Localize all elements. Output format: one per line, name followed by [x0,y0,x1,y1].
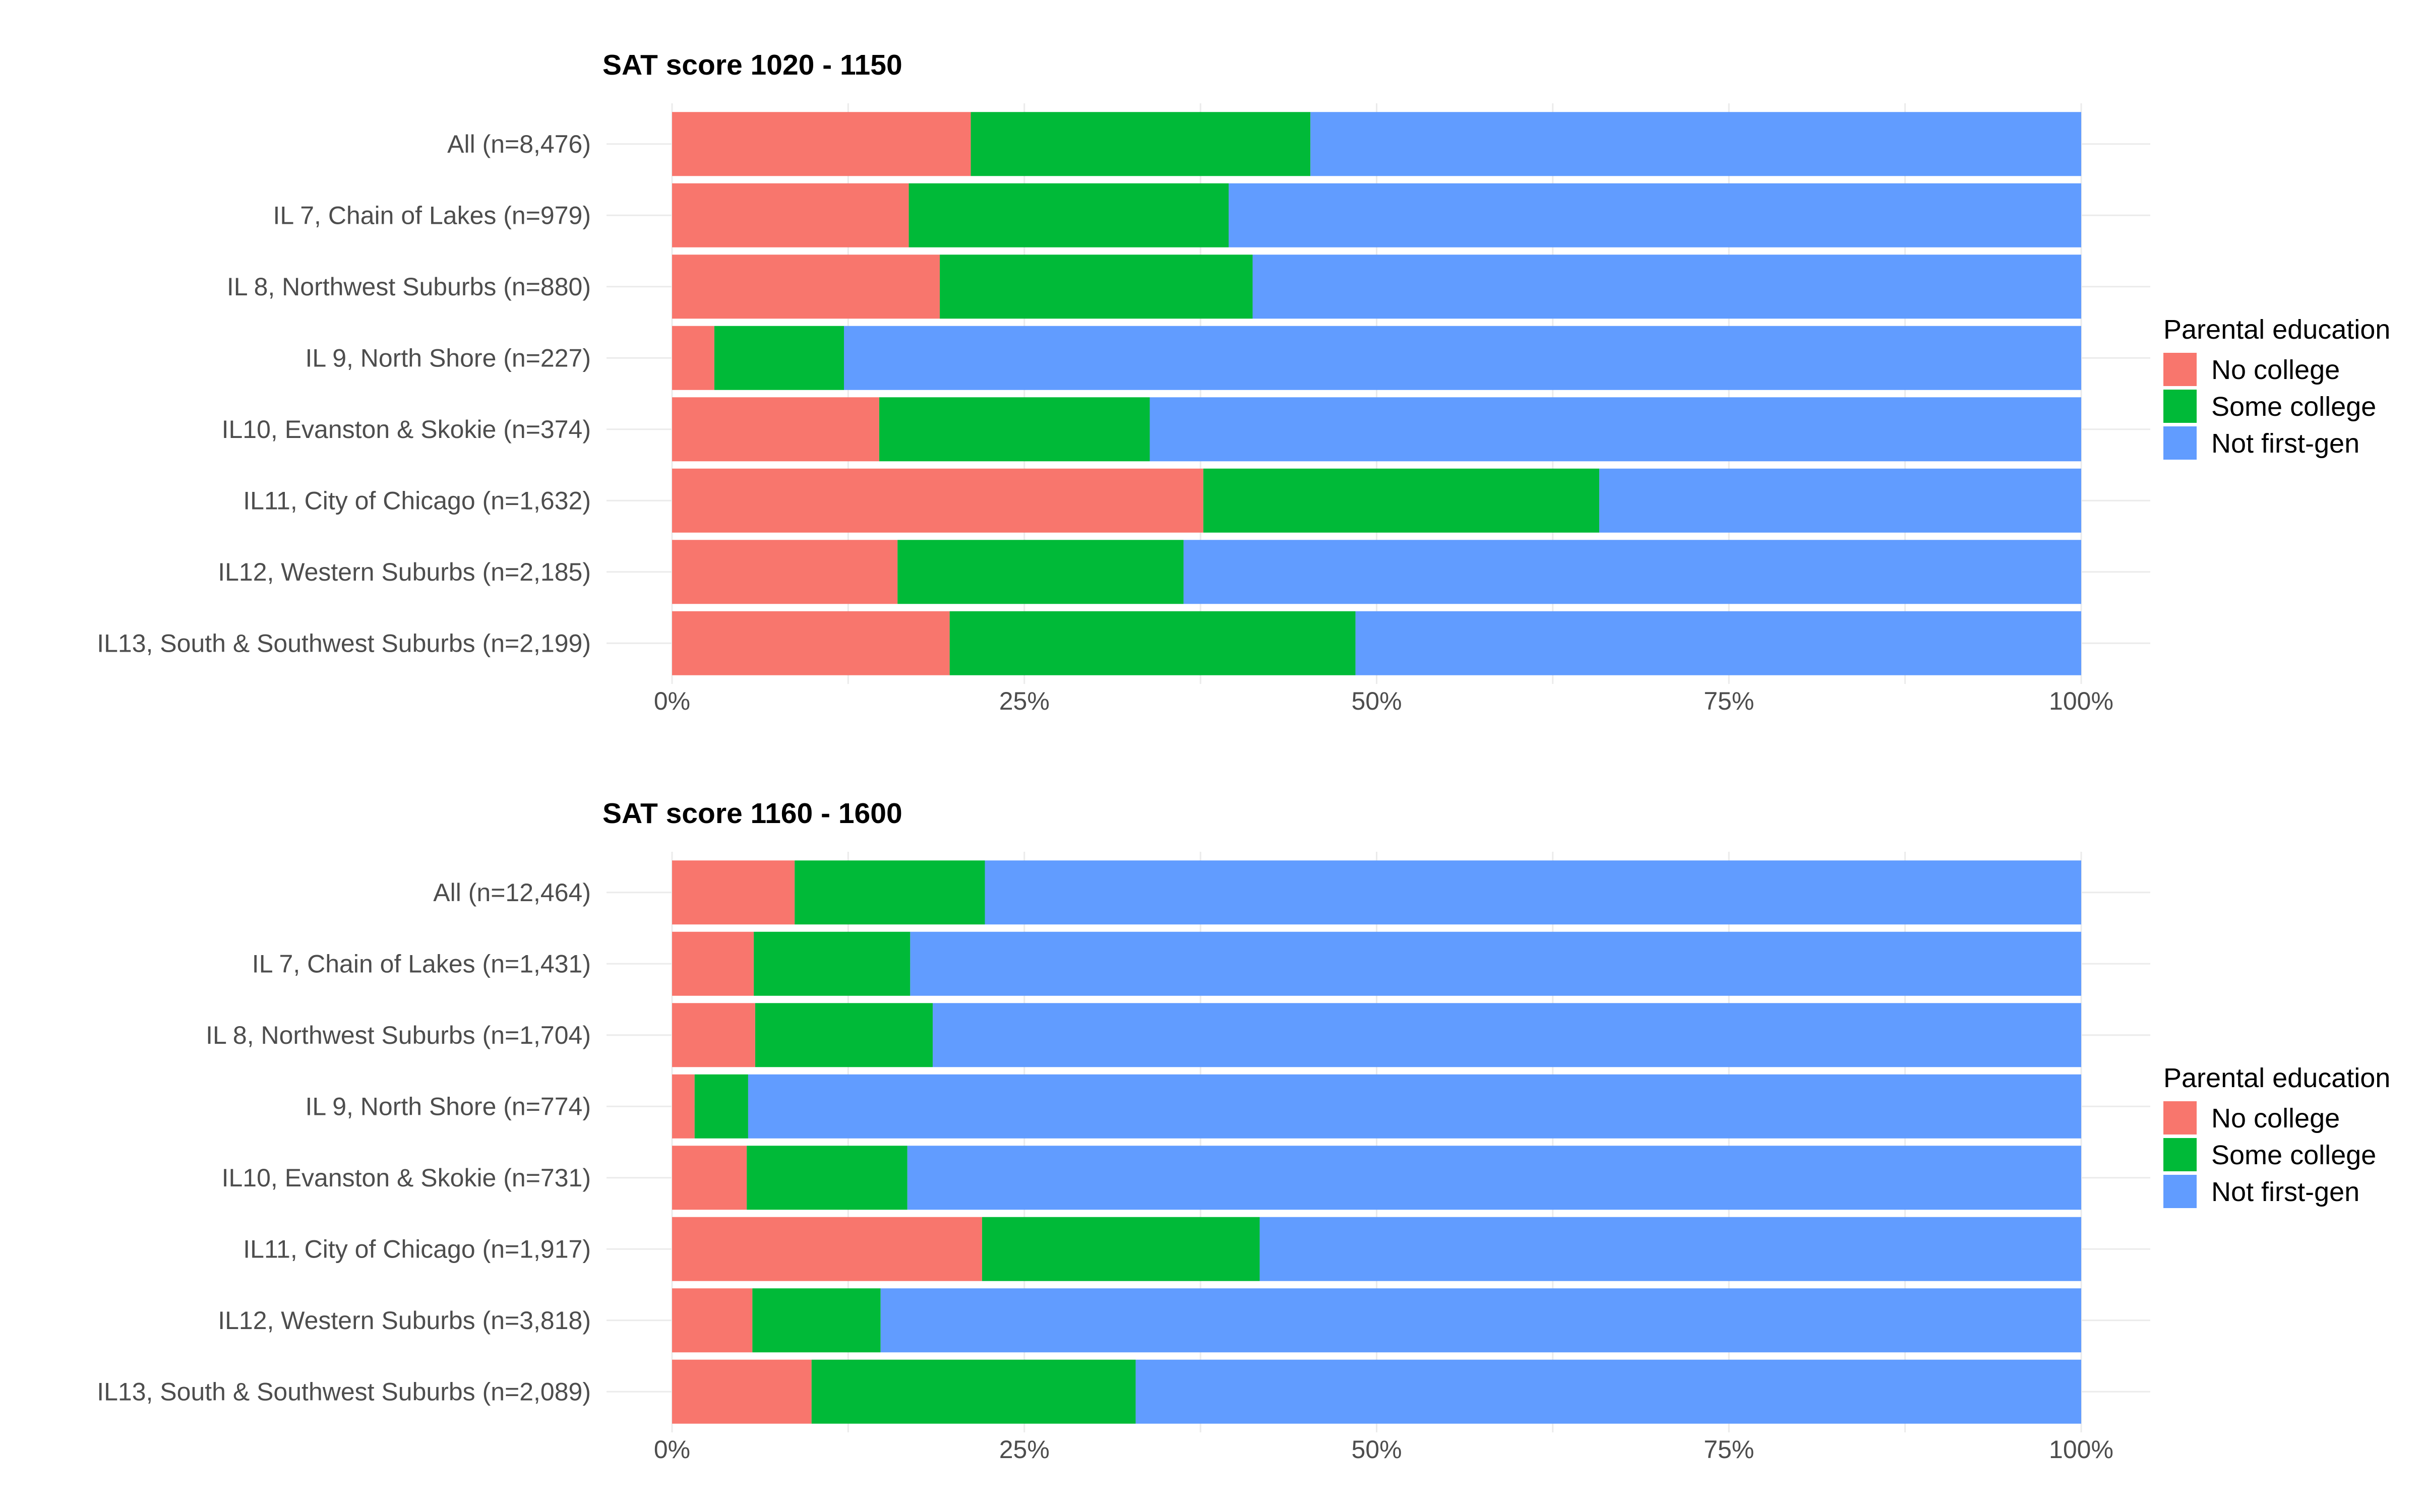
bar-segment-not-first-gen [907,1146,2081,1210]
bar-segment-not-first-gen [1599,468,2081,533]
bar-segment-no-college [672,611,950,675]
x-tick-label: 100% [2049,687,2113,715]
legend-item-label: No college [2211,355,2340,385]
bar-segment-some-college [754,931,911,996]
category-label: IL12, Western Suburbs (n=3,818) [218,1306,591,1335]
bar-segment-not-first-gen [843,326,2081,390]
bar-segment-some-college [795,860,985,925]
category-label: IL 9, North Shore (n=774) [305,1092,591,1120]
bar-segment-some-college [811,1359,1136,1424]
category-label: All (n=8,476) [447,130,591,158]
bar-segment-not-first-gen [1135,1359,2081,1424]
bar-segment-not-first-gen [910,931,2081,996]
bar-segment-no-college [672,112,971,176]
bar-segment-some-college [879,397,1150,462]
category-label: IL 7, Chain of Lakes (n=1,431) [252,950,591,978]
category-label: IL11, City of Chicago (n=1,917) [243,1235,591,1263]
x-tick-label: 0% [654,687,690,715]
category-label: IL10, Evanston & Skokie (n=374) [222,415,591,444]
bar-segment-not-first-gen [1355,611,2081,675]
category-label: IL 8, Northwest Suburbs (n=1,704) [206,1021,591,1049]
category-label: IL 7, Chain of Lakes (n=979) [273,201,591,229]
legend-item-label: No college [2211,1103,2340,1133]
legend-key-swatch [2163,426,2197,460]
legend-key-swatch [2163,1175,2197,1208]
chart-title: SAT score 1020 - 1150 [602,49,902,81]
x-tick-label: 0% [654,1435,690,1464]
bar-segment-no-college [672,1003,755,1067]
legend-item-label: Some college [2211,1140,2376,1170]
bar-segment-some-college [949,611,1356,675]
bar-segment-no-college [672,1288,753,1353]
category-label: IL10, Evanston & Skokie (n=731) [222,1164,591,1192]
x-tick-label: 75% [1704,1435,1754,1464]
bar-segment-not-first-gen [880,1288,2081,1353]
chart-panel-2: SAT score 1160 - 1600 All (n=12,464) IL 7,… [97,797,2390,1464]
bar-segment-some-college [747,1146,908,1210]
legend-title: Parental education [2163,314,2390,345]
x-tick-label: 25% [999,687,1050,715]
x-tick-label: 75% [1704,687,1754,715]
bar-segment-no-college [672,255,940,319]
bar-segment-some-college [694,1074,748,1139]
category-label: IL13, South & Southwest Suburbs (n=2,089… [97,1377,591,1406]
chart-title: SAT score 1160 - 1600 [602,797,902,830]
bar-segment-some-college [755,1003,933,1067]
bar-segment-some-college [940,255,1253,319]
legend-key-swatch [2163,1138,2197,1171]
bar-segment-some-college [752,1288,881,1353]
bar-segment-not-first-gen [1252,255,2081,319]
legend-title: Parental education [2163,1063,2390,1093]
bar-segment-not-first-gen [1183,540,2081,604]
bar-segment-not-first-gen [1229,183,2081,247]
bar-segment-some-college [1203,468,1600,533]
legend-key-swatch [2163,1101,2197,1135]
bar-segment-no-college [672,326,714,390]
bar-segment-no-college [672,183,909,247]
bar-segment-not-first-gen [748,1074,2081,1139]
category-label: All (n=12,464) [433,878,591,907]
bar-segment-no-college [672,860,795,925]
bar-segment-no-college [672,1146,747,1210]
bar-segment-no-college [672,1359,812,1424]
x-tick-label: 100% [2049,1435,2113,1464]
bar-segment-some-college [971,112,1311,176]
bar-segment-some-college [909,183,1229,247]
bar-segment-no-college [672,931,754,996]
legend-item-label: Not first-gen [2211,428,2360,459]
x-tick-label: 50% [1351,1435,1402,1464]
bar-segment-no-college [672,1217,982,1281]
bar-segment-no-college [672,397,879,462]
legend-key-swatch [2163,390,2197,423]
bar-segment-some-college [897,540,1184,604]
category-label: IL12, Western Suburbs (n=2,185) [218,558,591,586]
category-label: IL 9, North Shore (n=227) [305,344,591,372]
chart-panel-1: SAT score 1020 - 1150 All (n=8,476) IL 7, … [97,49,2390,715]
x-tick-label: 25% [999,1435,1050,1464]
legend-item-label: Not first-gen [2211,1177,2360,1207]
bar-segment-no-college [672,540,898,604]
legend-item-label: Some college [2211,392,2376,422]
legend: Parental education No college Some college… [2163,1063,2390,1208]
bar-segment-not-first-gen [985,860,2081,925]
legend-key-swatch [2163,353,2197,386]
bar-segment-not-first-gen [1259,1217,2081,1281]
bar-segment-no-college [672,1074,695,1139]
bar-segment-not-first-gen [1150,397,2081,462]
bar-segment-no-college [672,468,1203,533]
x-tick-label: 50% [1351,687,1402,715]
category-label: IL11, City of Chicago (n=1,632) [243,486,591,515]
bar-segment-not-first-gen [933,1003,2081,1067]
bar-segment-some-college [714,326,844,390]
legend: Parental education No college Some college… [2163,314,2390,460]
bar-segment-some-college [982,1217,1260,1281]
category-label: IL13, South & Southwest Suburbs (n=2,199… [97,629,591,657]
bar-segment-not-first-gen [1310,112,2081,176]
category-label: IL 8, Northwest Suburbs (n=880) [227,273,591,301]
